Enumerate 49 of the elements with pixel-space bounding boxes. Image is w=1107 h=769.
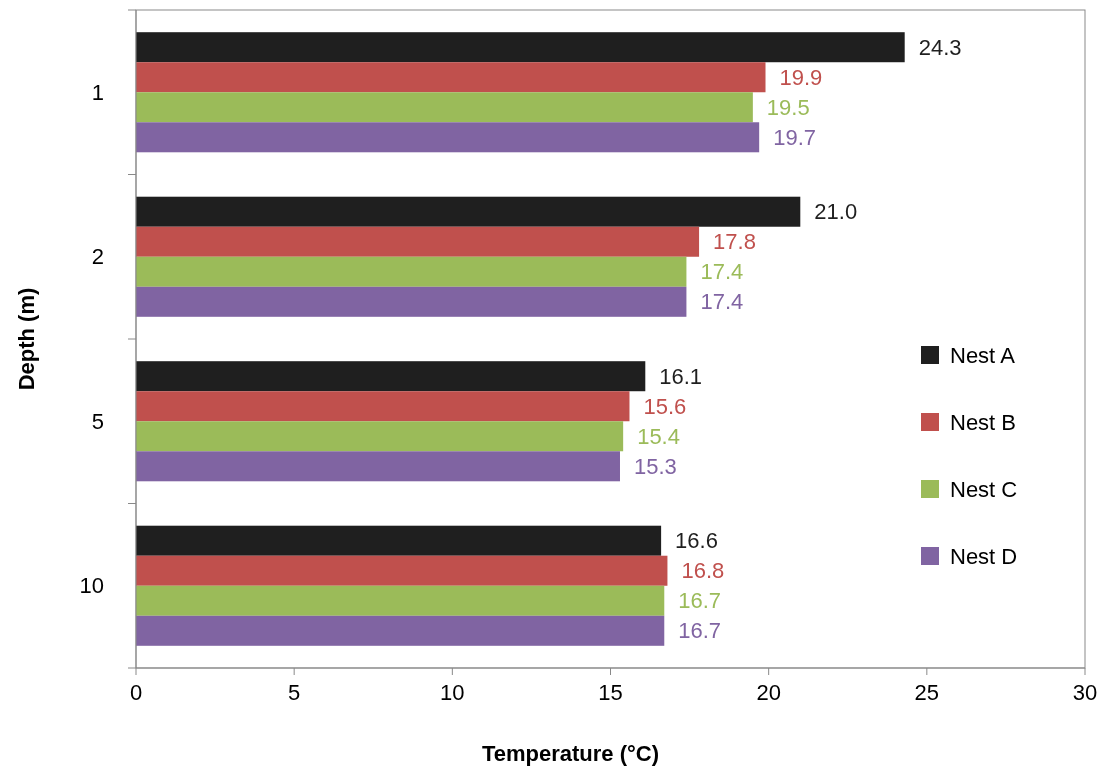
- bar: [136, 391, 630, 422]
- data-label: 16.1: [659, 363, 703, 389]
- legend-label: Nest A: [950, 342, 1016, 368]
- bar: [136, 92, 753, 123]
- y-tick-label: 5: [91, 408, 104, 434]
- x-tick-label: 10: [440, 680, 465, 705]
- data-label: 21.0: [814, 199, 858, 225]
- bar: [136, 615, 665, 646]
- bar: [136, 525, 662, 556]
- bar: [136, 421, 624, 452]
- data-label: 15.4: [637, 423, 680, 449]
- bar: [136, 122, 760, 153]
- bar: [136, 286, 687, 317]
- data-label: 16.8: [681, 558, 725, 584]
- bar: [136, 555, 668, 586]
- data-label: 16.6: [675, 528, 718, 554]
- y-tick-label: 2: [91, 244, 104, 270]
- data-label: 17.4: [700, 289, 744, 315]
- bar: [136, 451, 620, 482]
- legend-label: Nest B: [950, 409, 1017, 435]
- data-label: 24.3: [918, 34, 962, 60]
- legend-label: Nest C: [950, 476, 1018, 502]
- data-label: 19.9: [779, 64, 823, 90]
- bar: [136, 256, 687, 287]
- y-tick-label: 10: [79, 573, 104, 599]
- data-label: 16.7: [678, 618, 722, 644]
- data-label: 17.8: [713, 229, 756, 255]
- bar: [136, 361, 646, 392]
- x-tick-label: 25: [914, 680, 940, 705]
- x-tick-label: 0: [129, 680, 143, 705]
- data-label: 19.7: [773, 124, 816, 150]
- x-tick-label: 15: [598, 680, 623, 705]
- y-axis-title: Depth (m): [14, 287, 39, 391]
- legend-label: Nest D: [950, 543, 1018, 569]
- bar: [136, 62, 766, 93]
- data-label: 15.6: [643, 393, 687, 419]
- bar: [136, 585, 665, 616]
- x-tick-label: 20: [756, 680, 781, 705]
- data-label: 16.7: [678, 588, 722, 614]
- x-tick-label: 30: [1072, 680, 1098, 705]
- x-axis-title: Temperature (°C): [481, 741, 660, 766]
- data-label: 15.3: [633, 453, 677, 479]
- bar: [136, 196, 801, 227]
- bar: [136, 32, 905, 63]
- y-tick-label: 1: [91, 79, 104, 105]
- x-tick-label: 5: [288, 680, 301, 705]
- data-label: 17.4: [700, 259, 744, 285]
- bar: [136, 226, 700, 257]
- data-label: 19.5: [766, 94, 810, 120]
